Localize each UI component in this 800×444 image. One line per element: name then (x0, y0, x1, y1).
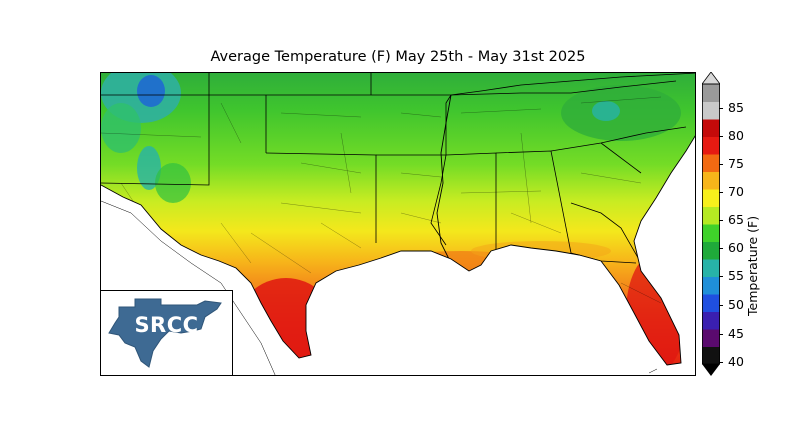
colorbar-segment (702, 84, 720, 102)
colorbar-segment (702, 206, 720, 225)
colorbar-tick-label: 65 (728, 212, 744, 227)
colorbar-label: Temperature (F) (745, 215, 760, 316)
colorbar-tick-label: 60 (728, 240, 744, 255)
colorbar-tickmark (719, 192, 723, 193)
colorbar-tick-label: 50 (728, 297, 744, 312)
colorbar-segment (702, 276, 720, 295)
colorbar-segment (702, 294, 720, 312)
colorbar-segment (702, 311, 720, 330)
colorbar-segment (702, 101, 720, 120)
colorbar-segment (702, 346, 720, 365)
colorbar-segment (702, 329, 720, 347)
colorbar-max-arrow (702, 72, 720, 85)
colorbar-tick-label: 40 (728, 354, 744, 369)
colorbar-tickmark (719, 248, 723, 249)
colorbar-segment (702, 154, 720, 172)
colorbar-segment (702, 119, 720, 137)
region-shape (108, 298, 222, 368)
colorbar-tickmark (719, 305, 723, 306)
colorbar-segment (702, 224, 720, 242)
logo-text: SRCC (134, 313, 199, 337)
map-title: Average Temperature (F) May 25th - May 3… (210, 49, 586, 65)
colorbar-tick-label: 75 (728, 156, 744, 171)
colorbar-segment (702, 136, 720, 155)
srcc-logo: SRCC (100, 290, 233, 376)
colorbar-tickmark (719, 362, 723, 363)
colorbar-tick-label: 80 (728, 128, 744, 143)
colorbar-frame (702, 83, 720, 365)
colorbar-tickmark (719, 276, 723, 277)
colorbar-segment (702, 241, 720, 260)
colorbar-tickmark (719, 220, 723, 221)
colorbar-segment (702, 259, 720, 277)
colorbar-tick-label: 85 (728, 100, 744, 115)
colorbar-tickmark (719, 164, 723, 165)
colorbar-tickmark (719, 334, 723, 335)
colorbar-tickmark (719, 108, 723, 109)
colorbar-tick-label: 70 (728, 184, 744, 199)
colorbar-segment (702, 171, 720, 190)
colorbar-segment (702, 189, 720, 207)
colorbar-tick-label: 55 (728, 268, 744, 283)
colorbar-tickmark (719, 136, 723, 137)
colorbar-min-arrow (702, 364, 720, 376)
colorbar-tick-label: 45 (728, 326, 744, 341)
colorbar (702, 72, 720, 376)
